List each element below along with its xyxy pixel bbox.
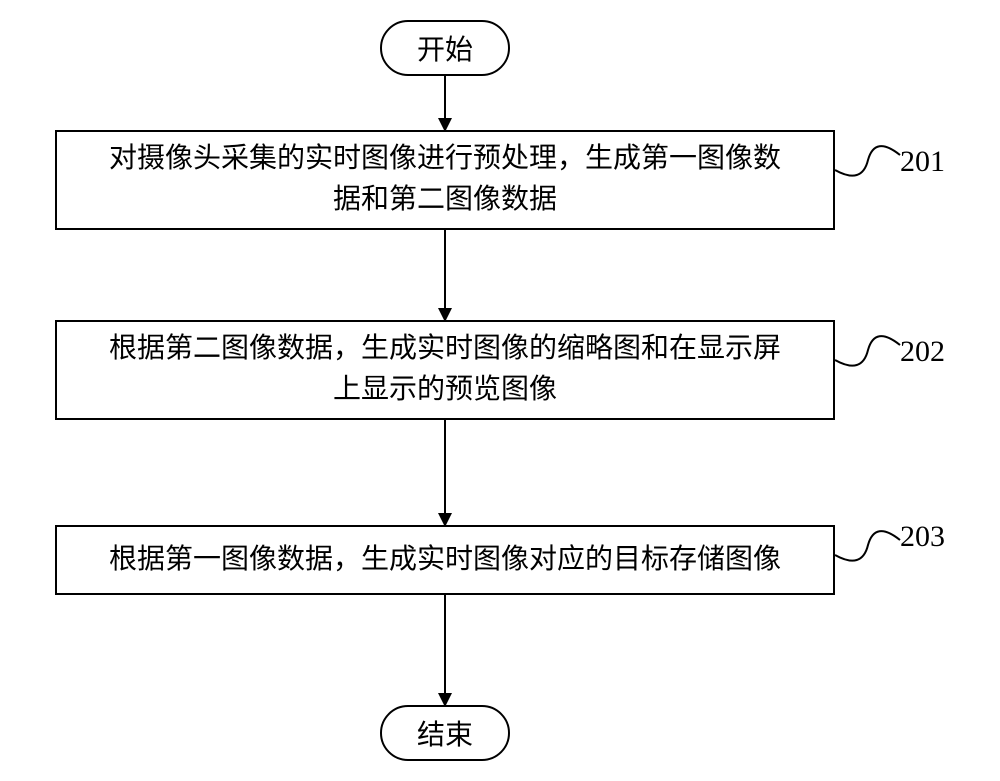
- step-label-202: 202: [900, 335, 945, 369]
- process-step-201: 对摄像头采集的实时图像进行预处理，生成第一图像数 据和第二图像数据: [55, 130, 835, 230]
- terminator-start-label: 开始: [417, 28, 473, 68]
- label-connector: [835, 336, 900, 366]
- process-text: 根据第一图像数据，生成实时图像对应的目标存储图像: [109, 540, 781, 581]
- process-text: 根据第二图像数据，生成实时图像的缩略图和在显示屏 上显示的预览图像: [109, 329, 781, 410]
- terminator-start: 开始: [380, 20, 510, 76]
- process-text: 对摄像头采集的实时图像进行预处理，生成第一图像数 据和第二图像数据: [109, 139, 781, 220]
- terminator-end: 结束: [380, 705, 510, 761]
- flowchart-canvas: 开始 对摄像头采集的实时图像进行预处理，生成第一图像数 据和第二图像数据 201…: [0, 0, 1000, 781]
- label-connector: [835, 146, 900, 176]
- step-label-201: 201: [900, 145, 945, 179]
- process-step-203: 根据第一图像数据，生成实时图像对应的目标存储图像: [55, 525, 835, 595]
- label-connector: [835, 531, 900, 561]
- terminator-end-label: 结束: [417, 713, 473, 753]
- step-label-203: 203: [900, 520, 945, 554]
- process-step-202: 根据第二图像数据，生成实时图像的缩略图和在显示屏 上显示的预览图像: [55, 320, 835, 420]
